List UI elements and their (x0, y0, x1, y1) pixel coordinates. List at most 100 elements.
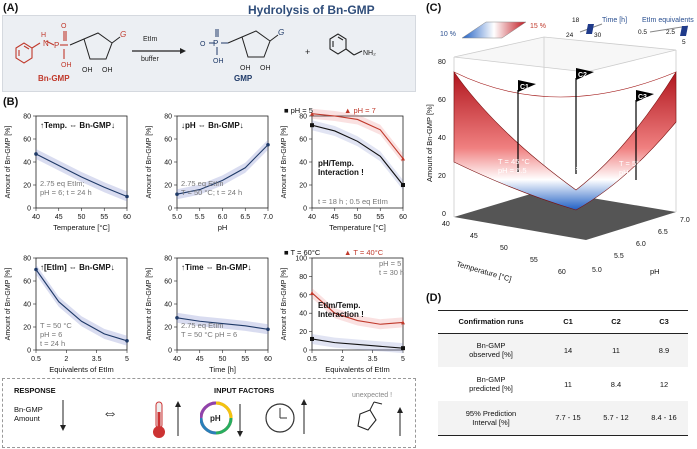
x-tick-label: 5 (125, 356, 129, 363)
phosphoramidate (45, 31, 68, 59)
gmp-phosphate (209, 29, 228, 55)
z-tick-labels: 80 60 40 20 0 (438, 59, 446, 218)
table-header-c2: C2 (611, 317, 621, 327)
x-tick-label: 45 (331, 214, 339, 221)
data-point (401, 183, 405, 187)
interaction-label: Interaction ! (318, 168, 364, 177)
x-axis-label: Equivalents of EtIm (325, 365, 390, 374)
y-tick-label: 60 (299, 292, 307, 299)
confirmation-table: Confirmation runs C1 C2 C3 Bn-GMP observe… (438, 310, 688, 436)
series-line (176, 144, 269, 195)
equivalence-arrow: ⇔ (102, 405, 118, 422)
x-tick-label: 6.5 (240, 214, 250, 221)
colorbar-low: 10 % (440, 31, 456, 38)
y-axis-label: Amount of Bn-GMP [%] (146, 268, 153, 341)
clock-icon (265, 399, 307, 434)
data-point (401, 156, 405, 161)
series-line (311, 124, 404, 186)
x-axis-label: Temperature [°C] (329, 223, 386, 232)
ribose-2 (227, 30, 279, 58)
nh2-group: NH₂ (363, 50, 376, 57)
plot-phtemp: 0 20 40 60 80 40 45 50 55 60 Temperature [°C] Amoun… (281, 106, 407, 232)
flag-c3 (635, 90, 654, 180)
x-axis-label: Temperature [°C] (455, 259, 512, 283)
table-header-c1: C1 (563, 317, 573, 327)
svg-text:60: 60 (438, 97, 446, 104)
response-amount: Bn-GMP Amount (14, 405, 43, 423)
y-axis-label: Amount of Bn-GMP [%] (146, 126, 153, 199)
y-tick-label: 20 (164, 325, 172, 332)
y-tick-label: 0 (168, 348, 172, 355)
panel-label-c: (C) (426, 2, 442, 14)
svg-text:40: 40 (438, 135, 446, 142)
x-tick-label: 55 (376, 214, 384, 221)
panel-label-d: (D) (426, 292, 442, 304)
x-tick-label: 45 (196, 356, 204, 363)
y-tick-label: 80 (164, 114, 172, 121)
plot-etimtemp: 0 20 40 60 80 100 0.5 2 3.5 5 Equivalents of EtIm A… (281, 248, 405, 374)
time-tick-30: 30 (594, 32, 602, 39)
svg-text:50: 50 (500, 245, 508, 252)
confidence-band (177, 139, 268, 200)
time-tick-24: 24 (566, 32, 574, 39)
reaction-scheme: H N P O OH G OH OH O P OH G OH OH + NH₂ (15, 23, 376, 74)
data-point (310, 290, 314, 295)
x-axis-label: Time [h] (209, 365, 236, 374)
y-tick-label: 80 (23, 114, 31, 121)
plot-note: T = 50 °C pH = 6 (181, 330, 237, 339)
y-tick-label: 40 (299, 160, 307, 167)
table-row-label: Bn-GMP observed [%] (469, 341, 513, 360)
response-title: RESPONSE (14, 386, 56, 395)
y-tick-label: 0 (303, 348, 307, 355)
input-factors-title: INPUT FACTORS (214, 386, 275, 395)
y-tick-label: 60 (164, 279, 172, 286)
reaction-arrowhead (180, 48, 186, 54)
table-row-label: 95% Prediction Interval [%] (465, 408, 517, 427)
x-axis-label: Equivalents of EtIm (49, 365, 114, 374)
reactant-label: Bn-GMP (38, 74, 70, 83)
x-tick-label: 50 (219, 356, 227, 363)
table-cell: 11 (612, 345, 620, 355)
svg-text:pH: pH (210, 414, 221, 423)
svg-text:6.5: 6.5 (658, 229, 668, 236)
plot-frame (176, 115, 269, 209)
y-axis-label: pH (650, 267, 660, 276)
gmp-oh: OH (213, 58, 224, 65)
series-line (311, 113, 404, 159)
data-point (401, 346, 405, 351)
x-tick-label: 0.5 (31, 356, 41, 363)
response-down-arrow (60, 400, 66, 431)
plot-note: 2.75 eq EtIm (181, 179, 224, 188)
benzylamine-ring (329, 33, 363, 56)
panel-label-a: (A) (3, 2, 19, 14)
gmp-o-minus: O (200, 41, 206, 48)
plot-title: ↑Time ⇔ Bn-GMP↓ (181, 263, 252, 272)
legend-entry-1: ■ T = 60°C (284, 248, 321, 257)
flag-c1 (517, 80, 536, 172)
time-slider-handle (586, 24, 594, 34)
data-point (310, 336, 314, 341)
table-cell: 8.4 - 16 (651, 413, 677, 423)
x-tick-label: 60 (264, 356, 272, 363)
series-line (311, 292, 404, 325)
data-point (310, 111, 314, 116)
time-tick-18: 18 (572, 17, 580, 24)
y-tick-label: 80 (299, 114, 307, 121)
table-header-c3: C3 (659, 317, 669, 327)
x-tick-label: 60 (123, 214, 131, 221)
plot-note: t = 30 h (379, 268, 404, 277)
colorbar (461, 21, 527, 39)
svg-text:20: 20 (438, 173, 446, 180)
table-cell: 11 (564, 379, 572, 389)
svg-text:55: 55 (530, 257, 538, 264)
x-axis-label: pH (218, 223, 228, 232)
x-tick-label: 55 (100, 214, 108, 221)
plot-note: 2.75 eq EtIm (181, 321, 224, 330)
y-tick-label: 80 (23, 256, 31, 263)
x-tick-label: 55 (241, 356, 249, 363)
legend-entry-2: ▲ pH = 7 (344, 106, 376, 115)
x-tick-label: 3.5 (368, 356, 378, 363)
plot-temp: 0 20 40 60 80 40 45 50 55 60 Temperature [°C] Amoun… (5, 114, 131, 233)
data-point (125, 339, 129, 343)
x-tick-label: 5.5 (195, 214, 205, 221)
